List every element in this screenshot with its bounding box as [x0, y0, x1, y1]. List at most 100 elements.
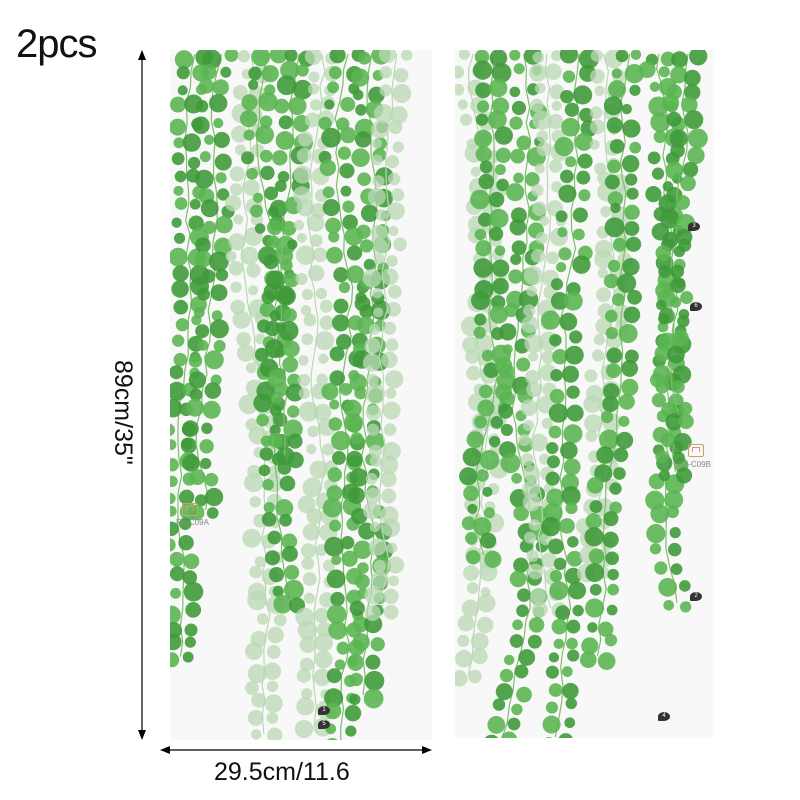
leaf — [489, 78, 508, 98]
leaf — [658, 469, 671, 482]
leaf — [346, 265, 365, 284]
leaf — [263, 502, 275, 514]
leaf — [687, 128, 708, 149]
leaf — [267, 432, 283, 448]
leaf — [457, 99, 468, 110]
leaf — [232, 84, 248, 100]
leaf — [387, 172, 401, 186]
leaf — [182, 454, 200, 472]
leaf — [514, 664, 529, 679]
leaf — [472, 517, 492, 536]
leaf — [309, 460, 328, 479]
leaf — [520, 399, 538, 417]
leaf — [654, 561, 668, 575]
leaf — [594, 85, 605, 97]
leaf — [241, 151, 255, 165]
sticker-sheet-b — [455, 50, 713, 738]
leaf — [199, 439, 214, 454]
leaf — [198, 78, 215, 94]
leaf — [233, 214, 244, 225]
leaf — [564, 345, 584, 365]
leaf — [584, 369, 598, 383]
leaf — [472, 60, 493, 80]
leaf — [331, 430, 351, 451]
leaf — [353, 540, 372, 560]
leaf — [202, 220, 217, 235]
leaf — [550, 278, 564, 291]
leaf — [329, 519, 342, 532]
leaf — [254, 223, 266, 234]
leaf — [528, 519, 541, 531]
leaf — [189, 198, 201, 210]
leaf — [187, 156, 201, 170]
leaf — [507, 717, 521, 731]
leaf — [687, 146, 705, 165]
leaf — [188, 354, 203, 368]
leaf — [215, 172, 227, 184]
leaf — [174, 50, 194, 69]
leaf — [589, 139, 600, 150]
leaf — [563, 291, 583, 311]
leaf — [616, 431, 634, 449]
sticker-sheet-a — [170, 50, 432, 740]
leaf — [310, 234, 323, 247]
leaf — [177, 85, 188, 96]
leaf — [357, 562, 369, 574]
leaf — [590, 69, 605, 84]
leaf — [381, 268, 399, 286]
leaf — [359, 304, 374, 319]
leaf — [308, 265, 325, 282]
leaf — [512, 619, 523, 631]
part-number-tag: 5 — [318, 720, 330, 729]
leaf — [665, 161, 684, 180]
leaf — [539, 215, 550, 226]
leaf — [553, 638, 564, 649]
leaf — [552, 348, 568, 365]
leaf — [295, 245, 316, 266]
leaf — [380, 351, 398, 369]
leaf — [259, 115, 273, 129]
leaf — [554, 136, 574, 157]
leaf — [548, 652, 560, 663]
leaf — [211, 310, 223, 322]
leaf — [189, 469, 206, 486]
leaf — [494, 245, 506, 256]
leaf — [370, 120, 389, 139]
leaf — [684, 84, 701, 101]
leaf — [679, 580, 691, 592]
leaf — [365, 654, 381, 670]
leaf — [174, 170, 187, 183]
leaf — [273, 594, 293, 614]
leaf — [548, 683, 563, 697]
leaf — [589, 500, 603, 514]
leaf — [360, 204, 379, 223]
leaf — [509, 50, 521, 61]
leaf — [604, 174, 620, 190]
leaf — [623, 306, 641, 324]
leaf — [172, 334, 185, 347]
leaf — [564, 717, 576, 729]
leaf — [607, 259, 621, 273]
leaf — [556, 262, 567, 273]
leaf — [296, 147, 312, 163]
leaf — [197, 340, 209, 351]
leaf — [558, 247, 572, 261]
leaf — [393, 237, 407, 252]
leaf — [173, 185, 184, 196]
leaf — [313, 668, 331, 687]
leaf — [541, 350, 556, 364]
leaf — [522, 420, 535, 432]
leaf — [550, 369, 563, 382]
leaf — [246, 167, 259, 180]
leaf — [647, 151, 661, 165]
leaf — [401, 50, 413, 61]
leaf — [188, 504, 205, 521]
leaf — [455, 649, 473, 668]
leaf — [204, 487, 224, 507]
leaf — [669, 296, 682, 308]
leaf — [479, 450, 500, 470]
brand-logo-icon — [688, 444, 704, 457]
leaf — [549, 581, 569, 600]
leaf — [296, 64, 309, 77]
leaf — [326, 246, 343, 264]
